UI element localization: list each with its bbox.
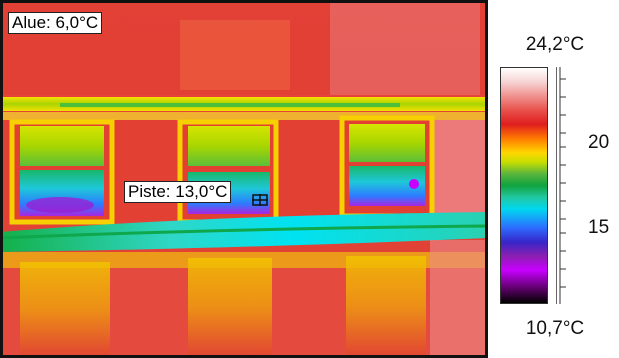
thermal-image: Alue: 6,0°C Piste: 13,0°C [0, 0, 488, 358]
scale-min-label: 10,7°C [525, 318, 585, 339]
spot-measurement-label: Piste: 13,0°C [124, 181, 232, 203]
spot-crosshair-icon [252, 194, 268, 206]
scale-tick-15: 15 [588, 217, 610, 238]
area-measurement-label: Alue: 6,0°C [8, 12, 103, 34]
thermal-scene [0, 0, 488, 358]
temperature-colorbar [500, 67, 548, 304]
colorbar-ticks [556, 67, 566, 304]
scale-tick-20: 20 [588, 132, 610, 153]
scale-max-label: 24,2°C [525, 34, 585, 55]
